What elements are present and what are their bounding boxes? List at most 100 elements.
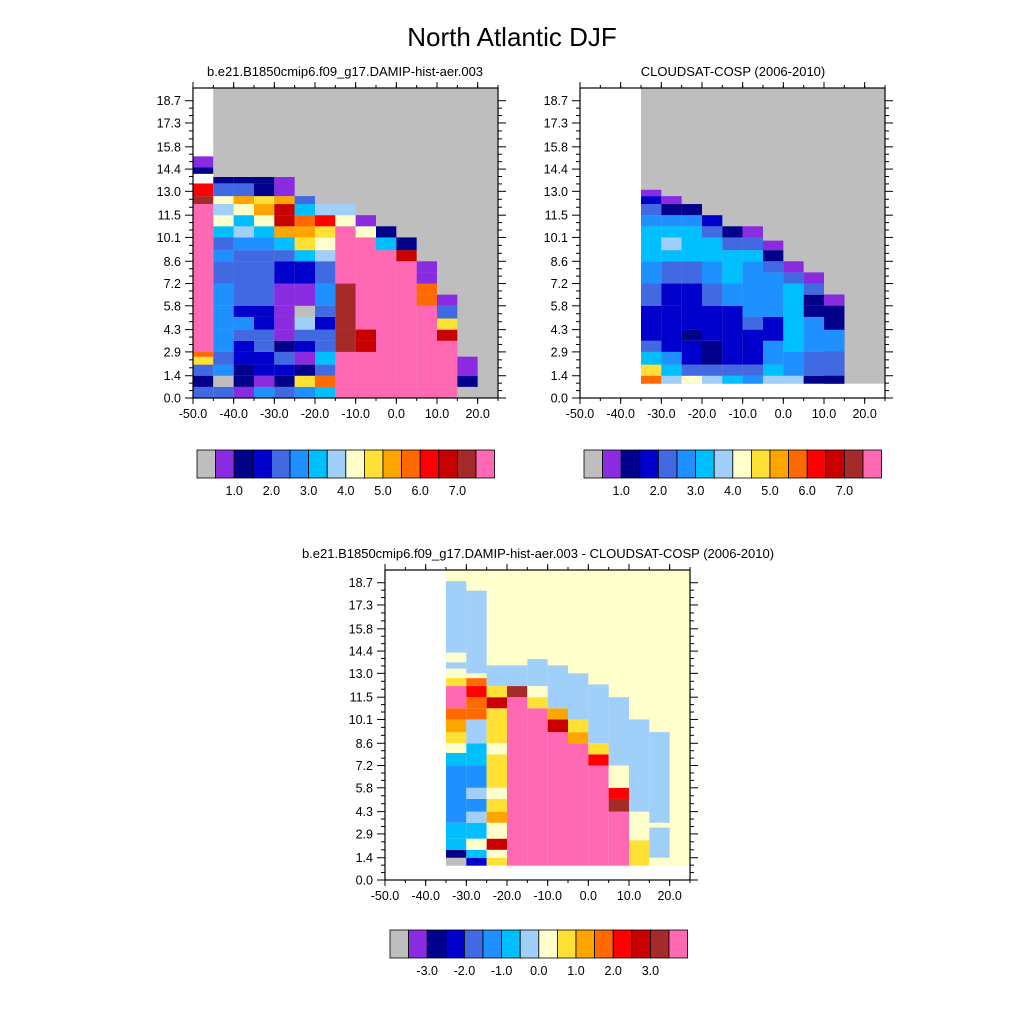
heatmap-cell: [486, 798, 507, 812]
heatmap-cell: [416, 283, 437, 295]
plot-frame: [579, 87, 886, 399]
heatmap-cell: [254, 250, 275, 262]
heatmap-cell: [547, 708, 568, 720]
heatmap-cell: [233, 351, 254, 365]
heatmap-cell: [294, 261, 315, 284]
heatmap-cell: [213, 226, 234, 238]
heatmap-cell: [466, 686, 487, 698]
colorbar-label: 2.0: [263, 484, 280, 498]
heatmap-cell: [294, 340, 315, 352]
heatmap-cell: [783, 316, 804, 352]
heatmap-cell: [193, 183, 214, 197]
colorbar-swatch: [456, 449, 477, 479]
y-tick-label: 7.2: [356, 759, 373, 773]
heatmap-cell: [274, 177, 295, 197]
heatmap-cell: [641, 383, 885, 398]
colorbar-swatch: [382, 449, 403, 479]
heatmap-cell: [661, 196, 682, 205]
heatmap-cell: [437, 329, 458, 341]
colorbar-label: 2.0: [650, 484, 667, 498]
heatmap-cell: [803, 283, 824, 295]
heatmap-cell: [588, 684, 609, 744]
heatmap-cell: [355, 226, 376, 238]
heatmap-cell: [466, 708, 487, 720]
colorbar-label: 3.0: [687, 484, 704, 498]
colorbar-swatch: [676, 449, 697, 479]
heatmap-cell: [193, 173, 214, 184]
heatmap-cell: [742, 316, 763, 330]
heatmap-cell: [763, 375, 784, 384]
heatmap-cell: [274, 364, 295, 376]
colorbar-swatch: [751, 449, 771, 479]
heatmap-cell: [681, 375, 702, 384]
heatmap-cell: [446, 849, 467, 858]
x-tick-label: -10.0: [728, 407, 757, 421]
heatmap-cell: [824, 375, 845, 384]
colorbar-swatch: [650, 929, 670, 959]
heatmap-cell: [233, 261, 254, 284]
heatmap-cell: [233, 183, 254, 197]
heatmap-cell: [608, 776, 629, 788]
heatmap-cell: [254, 351, 275, 365]
heatmap-cell: [507, 697, 528, 866]
colorbar-swatch: [788, 449, 808, 479]
heatmap-cell: [437, 305, 458, 319]
heatmap-cell: [254, 283, 275, 306]
y-tick-label: 4.3: [551, 323, 568, 337]
plot-frame: [384, 569, 691, 881]
heatmap-cell: [641, 340, 662, 352]
colorbar-swatch: [713, 449, 734, 479]
y-tick-label: 17.3: [157, 116, 181, 130]
heatmap-cell: [446, 732, 467, 744]
heatmap-cell: [294, 329, 315, 341]
heatmap-cell: [335, 283, 356, 330]
heatmap-cell: [641, 364, 662, 376]
x-tick-label: -30.0: [452, 889, 481, 903]
heatmap-cell: [213, 177, 234, 184]
heatmap-cell: [486, 822, 507, 839]
y-tick-label: 1.4: [356, 851, 373, 865]
heatmap-cell: [527, 708, 548, 866]
heatmap-cell: [315, 215, 336, 227]
heatmap-cell: [213, 196, 234, 205]
colorbar-swatch: [363, 449, 384, 479]
heatmap-cell: [661, 215, 682, 227]
heatmap-cell: [722, 226, 743, 238]
colorbar-swatch: [668, 929, 689, 959]
heatmap-cell: [486, 838, 507, 850]
colorbar-swatch: [501, 929, 521, 959]
colorbar-swatch: [620, 449, 641, 479]
colorbar-swatch: [475, 449, 496, 479]
heatmap-cell: [233, 364, 254, 376]
heatmap-cell: [588, 765, 609, 866]
heatmap-cell: [466, 678, 487, 687]
heatmap-cell: [254, 237, 275, 251]
y-tick-label: 0.0: [356, 874, 373, 888]
y-tick-label: 17.3: [349, 598, 373, 612]
y-tick-label: 14.4: [544, 163, 568, 177]
heatmap-cell: [213, 375, 234, 387]
heatmap-cell: [254, 386, 275, 398]
heatmap-cell: [315, 386, 336, 398]
heatmap-cell: [274, 250, 295, 262]
heatmap-cell: [335, 237, 356, 284]
heatmap-cell: [641, 226, 662, 262]
heatmap-cell: [315, 226, 336, 238]
heatmap-cell: [193, 364, 214, 376]
heatmap-cell: [486, 754, 507, 766]
heatmap-cell: [437, 340, 458, 398]
heatmap-cell: [315, 237, 336, 251]
colorbar-swatch: [482, 929, 503, 959]
colorbar-swatch: [408, 929, 428, 959]
heatmap-cell: [466, 673, 487, 679]
heatmap-cell: [824, 294, 845, 306]
colorbar-swatch: [519, 929, 540, 959]
colorbar-swatch: [583, 449, 604, 479]
colorbar-swatch: [594, 929, 614, 959]
heatmap-cell: [702, 237, 723, 262]
heatmap-cell: [608, 697, 629, 766]
heatmap-cell: [507, 665, 528, 687]
heatmap-cell: [213, 305, 234, 330]
heatmap-cell: [416, 305, 437, 398]
heatmap-cell: [486, 849, 507, 858]
